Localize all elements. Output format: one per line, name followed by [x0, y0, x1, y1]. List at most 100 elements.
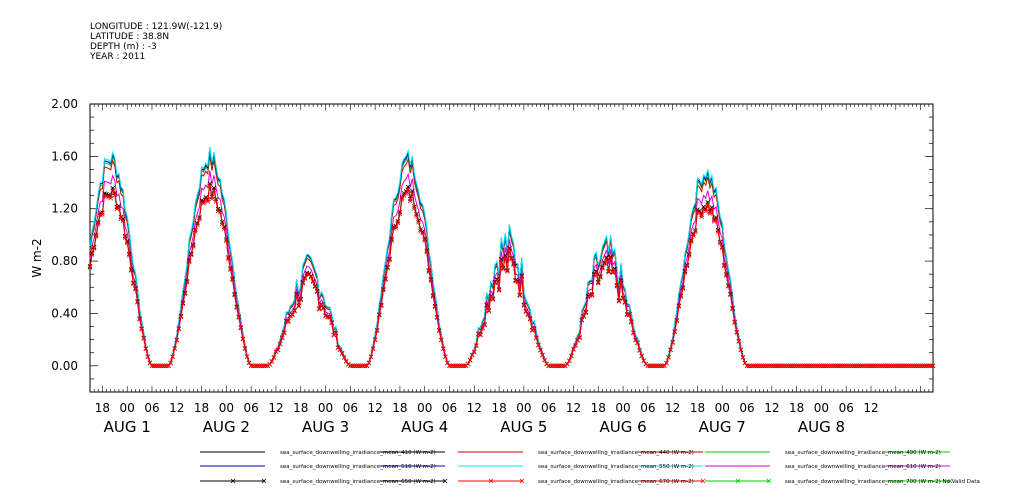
series-marker — [893, 363, 899, 369]
y-tick-label: 1.60 — [51, 149, 78, 163]
legend-label: sea_surface_downwelling_irradiance_mean_… — [785, 479, 980, 485]
series-marker — [414, 213, 419, 219]
series-marker — [695, 209, 700, 214]
series-marker — [387, 257, 392, 263]
x-tick-label: 06 — [839, 401, 854, 415]
series-marker — [488, 293, 494, 299]
series-marker — [259, 363, 264, 369]
x-tick-label: 06 — [244, 401, 259, 415]
series-marker — [608, 254, 613, 260]
series-marker — [379, 303, 384, 309]
series-marker — [319, 302, 324, 308]
series-marker — [267, 362, 273, 367]
series-marker — [581, 314, 587, 319]
series-marker — [668, 347, 673, 353]
series-marker — [775, 363, 781, 369]
series-marker — [897, 363, 903, 369]
series-marker — [804, 363, 810, 369]
series-marker — [89, 252, 95, 257]
series-marker — [763, 363, 768, 369]
series-marker — [732, 320, 737, 325]
series-marker — [858, 363, 863, 369]
series-marker — [230, 277, 235, 283]
series-marker — [639, 353, 644, 359]
series-marker — [265, 363, 270, 369]
series-marker — [577, 335, 582, 341]
series-marker — [523, 309, 529, 314]
series-marker — [629, 319, 634, 325]
series-marker — [755, 363, 760, 369]
series-marker — [519, 274, 525, 279]
series-marker — [232, 292, 237, 298]
series-marker — [174, 338, 180, 343]
series-marker — [662, 363, 667, 369]
series-marker — [850, 363, 855, 369]
series-marker — [443, 354, 448, 360]
series-marker — [740, 355, 746, 360]
series-marker — [713, 215, 719, 220]
series-marker — [308, 274, 314, 280]
series-marker — [509, 256, 514, 262]
series-marker — [389, 238, 394, 244]
x-tick-label: 18 — [690, 401, 705, 415]
series-marker — [715, 229, 721, 234]
series-marker — [170, 354, 175, 360]
series-marker — [616, 299, 622, 304]
series-marker — [728, 292, 733, 298]
series-marker — [591, 273, 597, 278]
series-marker — [792, 363, 797, 369]
series-marker — [226, 256, 231, 261]
series-marker — [525, 312, 531, 318]
series-marker — [345, 362, 351, 367]
series-marker — [447, 363, 452, 369]
series-marker — [224, 238, 229, 244]
series-marker — [246, 360, 252, 366]
series-marker — [507, 247, 512, 252]
series-marker — [95, 221, 101, 227]
series-marker — [172, 346, 177, 351]
x-tick-label: 18 — [293, 401, 308, 415]
x-tick-label: 00 — [516, 401, 531, 415]
legend-entry: sea_surface_downwelling_irradiance_mean_… — [458, 464, 703, 470]
day-label: AUG 1 — [104, 418, 151, 436]
series-marker — [657, 363, 663, 369]
series-marker — [848, 363, 853, 369]
series-marker — [800, 363, 806, 369]
series-marker — [912, 363, 917, 369]
series-marker — [279, 335, 285, 341]
series-marker — [707, 211, 713, 216]
series-marker — [238, 325, 244, 331]
series-marker — [788, 363, 793, 369]
series-marker — [771, 363, 777, 369]
series-marker — [521, 303, 527, 308]
series-marker — [215, 208, 221, 214]
series-marker — [451, 363, 456, 369]
series-marker — [637, 348, 642, 353]
series-marker — [424, 249, 430, 255]
series-marker — [905, 363, 911, 369]
series-marker — [133, 286, 138, 292]
series-marker — [242, 346, 248, 351]
series-marker — [240, 336, 246, 342]
series-marker — [786, 363, 791, 369]
day-label: AUG 4 — [401, 418, 448, 436]
series-marker — [503, 254, 508, 260]
series-marker — [166, 363, 171, 369]
series-marker — [891, 363, 897, 369]
series-marker — [806, 363, 812, 369]
series-marker — [703, 208, 709, 214]
series-marker — [618, 278, 624, 283]
series-marker — [350, 363, 355, 369]
series-marker — [852, 363, 857, 369]
series-marker — [653, 363, 659, 369]
series-marker — [397, 211, 403, 217]
series-marker — [180, 301, 186, 306]
series-marker — [292, 308, 297, 314]
series-marker — [602, 261, 607, 267]
series-marker — [796, 363, 801, 369]
x-tick-label: 12 — [467, 401, 482, 415]
series-marker — [449, 363, 454, 369]
series-marker — [680, 286, 686, 291]
series-marker — [467, 357, 473, 363]
series-marker — [779, 363, 785, 369]
